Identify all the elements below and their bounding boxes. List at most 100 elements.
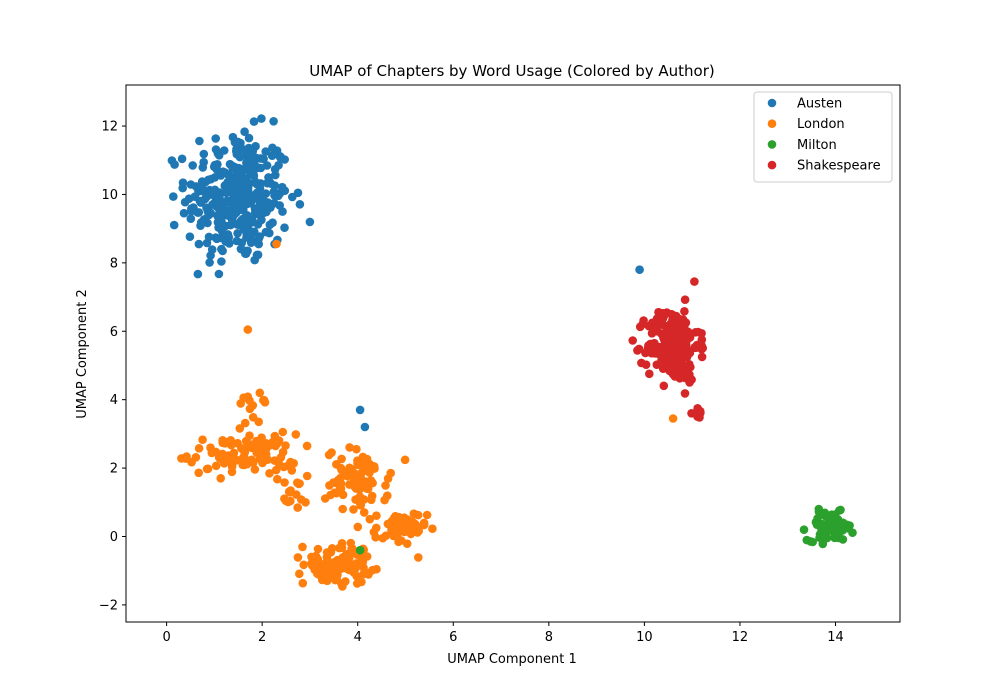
point-london (248, 401, 258, 410)
point-london (281, 441, 290, 450)
point-london (356, 500, 366, 510)
y-tick-label: 6 (110, 325, 118, 340)
point-london (239, 393, 248, 403)
point-london (324, 450, 334, 460)
point-austen (198, 217, 208, 226)
point-london (307, 552, 316, 562)
x-tick-label: 4 (354, 630, 362, 645)
point-london (383, 519, 393, 529)
point-shakespeare (652, 360, 662, 370)
point-london (402, 539, 412, 548)
point-london (341, 470, 350, 479)
point-london (353, 460, 363, 470)
point-austen (248, 216, 257, 225)
point-austen (208, 188, 218, 197)
plot-points (167, 114, 857, 591)
point-austen (230, 162, 239, 172)
point-london (372, 511, 381, 520)
point-london (383, 491, 392, 501)
point-london (378, 533, 388, 543)
point-shakespeare (658, 320, 668, 330)
point-london (194, 468, 203, 478)
point-austen (236, 244, 246, 254)
y-tick-label: 10 (101, 188, 118, 203)
x-axis-label: UMAP Component 1 (447, 652, 576, 667)
point-london (207, 448, 217, 458)
point-austen (214, 193, 224, 203)
point-london (406, 529, 416, 539)
point-london (366, 476, 376, 485)
y-tick-label: 12 (101, 120, 118, 135)
point-london (364, 464, 373, 473)
point-shakespeare (666, 319, 675, 329)
point-london (362, 454, 372, 464)
point-milton (355, 545, 365, 555)
point-shakespeare (647, 348, 656, 358)
point-shakespeare (670, 372, 680, 381)
point-austen (217, 257, 226, 266)
point-austen (243, 193, 252, 203)
point-austen (227, 215, 237, 225)
point-austen (240, 127, 249, 136)
point-london (371, 533, 380, 542)
point-london (365, 514, 375, 524)
point-milton (812, 520, 822, 529)
point-london (322, 568, 332, 577)
point-milton (833, 520, 843, 530)
point-london (414, 553, 423, 562)
legend-item-london: London (767, 117, 845, 132)
point-austen (274, 191, 283, 201)
x-axis: 0 2 4 6 8 10 12 14 (162, 622, 844, 645)
point-london (340, 560, 349, 569)
point-austen (239, 145, 248, 154)
point-austen (204, 175, 213, 185)
point-milton (799, 525, 809, 534)
point-london (331, 560, 341, 570)
point-london (261, 445, 271, 455)
point-austen (257, 193, 267, 203)
point-london (301, 498, 310, 507)
point-austen (193, 269, 203, 279)
point-london (668, 414, 678, 423)
x-tick-label: 14 (827, 630, 844, 645)
point-london (349, 568, 359, 577)
point-london (240, 447, 250, 457)
point-austen (220, 181, 230, 191)
point-shakespeare (663, 338, 672, 348)
series-shakespeare (628, 277, 707, 422)
point-austen (274, 160, 283, 170)
point-austen (204, 210, 214, 220)
point-london (372, 564, 381, 574)
point-london (182, 452, 191, 461)
point-austen (249, 117, 259, 126)
point-shakespeare (645, 369, 654, 379)
point-austen (199, 149, 209, 159)
point-shakespeare (680, 389, 690, 398)
point-london (298, 578, 308, 588)
point-austen (223, 230, 233, 239)
point-london (323, 556, 332, 565)
point-london (293, 503, 303, 512)
series-london (177, 239, 678, 591)
point-austen (185, 232, 195, 241)
point-austen (222, 196, 232, 206)
point-austen (295, 200, 305, 209)
point-austen (228, 189, 237, 199)
point-austen (188, 161, 197, 170)
point-austen (250, 177, 260, 186)
point-london (223, 453, 233, 463)
x-tick-label: 2 (258, 630, 266, 645)
point-austen (238, 201, 248, 211)
point-austen (195, 136, 204, 146)
point-austen (261, 147, 271, 156)
point-austen (259, 154, 268, 164)
point-austen (233, 229, 242, 238)
point-shakespeare (680, 373, 690, 383)
point-london (338, 504, 348, 514)
point-shakespeare (667, 355, 677, 365)
point-london (295, 569, 304, 579)
point-london (265, 469, 274, 478)
point-london (255, 388, 265, 398)
point-london (203, 464, 213, 474)
y-tick-label: 2 (110, 462, 118, 477)
